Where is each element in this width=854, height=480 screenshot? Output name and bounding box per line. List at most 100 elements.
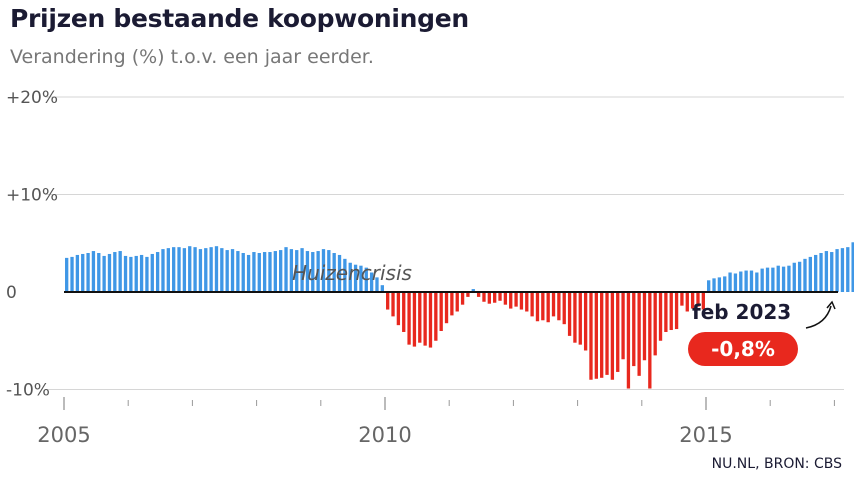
bar (535, 292, 540, 322)
bar (723, 276, 727, 292)
bar (129, 256, 133, 292)
bar (364, 267, 368, 293)
bar (252, 252, 256, 292)
bar (348, 262, 352, 292)
chart-title: Prijzen bestaande koopwoningen (10, 4, 469, 33)
bar (182, 248, 187, 293)
bar (279, 250, 283, 292)
bar (396, 292, 401, 326)
bar (525, 292, 529, 312)
bar (476, 292, 481, 297)
bar (840, 248, 845, 293)
bar (444, 292, 449, 324)
bar (161, 249, 165, 292)
bar (551, 292, 556, 317)
bar (846, 247, 850, 292)
bar (428, 292, 433, 348)
x-tick-label: 2010 (358, 423, 411, 447)
bar (412, 292, 417, 347)
bar (792, 262, 796, 292)
bar (65, 257, 69, 293)
bar (139, 254, 144, 292)
bar (487, 292, 491, 304)
bar (851, 242, 854, 292)
bar (696, 292, 700, 307)
bar (626, 292, 631, 389)
bar (771, 267, 775, 293)
bar (155, 252, 160, 292)
y-tick-label: 0 (6, 283, 17, 303)
bar (498, 292, 502, 301)
bar (546, 292, 550, 323)
bar (337, 254, 342, 292)
bar (760, 268, 764, 292)
bar (701, 292, 705, 310)
callout-value-badge: -0,8% (688, 332, 798, 366)
bar (658, 292, 663, 341)
bar (589, 292, 593, 380)
bar (460, 292, 465, 305)
bar (583, 292, 588, 351)
bar (530, 292, 534, 317)
y-tick-label: +10% (6, 186, 58, 206)
source-credit: NU.NL, BRON: CBS (711, 456, 842, 472)
bar (808, 256, 812, 292)
bar (567, 292, 572, 336)
bar (434, 292, 438, 341)
bar (214, 246, 219, 292)
bar (407, 292, 411, 345)
bar (262, 252, 267, 292)
bar (493, 292, 497, 303)
bar (257, 253, 261, 292)
bar (835, 249, 839, 292)
bar (300, 248, 304, 293)
bar (503, 292, 508, 305)
bar (123, 255, 128, 292)
bar (653, 292, 657, 356)
bar (781, 266, 786, 292)
bar (236, 251, 240, 292)
bar (733, 273, 738, 292)
bar (418, 292, 422, 343)
bar (739, 271, 743, 292)
bar (209, 247, 213, 292)
bar (102, 255, 106, 292)
chart-subtitle: Verandering (%) t.o.v. een jaar eerder. (10, 46, 374, 68)
bar (509, 292, 513, 309)
bar (600, 292, 604, 378)
bar (295, 250, 299, 292)
y-tick-label: -10% (6, 381, 50, 401)
bar (471, 289, 475, 292)
bar (268, 252, 272, 292)
bar (450, 292, 454, 316)
bar (557, 292, 561, 321)
bar (819, 253, 823, 292)
bar (690, 292, 695, 309)
bar (118, 251, 122, 292)
callout-connector (805, 305, 832, 329)
bar (134, 255, 138, 292)
bar (241, 253, 245, 292)
bar (230, 249, 235, 292)
bar (107, 253, 112, 292)
bar (311, 252, 315, 292)
bar (648, 292, 652, 389)
bar (327, 250, 331, 292)
bar (198, 249, 203, 292)
bar (803, 258, 807, 292)
bar (787, 265, 791, 292)
bar (664, 292, 668, 332)
bar (439, 292, 443, 331)
bar (225, 250, 229, 292)
bar (562, 292, 566, 325)
bar (610, 292, 615, 380)
bar (685, 292, 689, 312)
bar (514, 292, 518, 307)
bar (717, 277, 722, 293)
bar (830, 252, 834, 292)
bar (680, 292, 684, 306)
bar (744, 270, 748, 292)
bar (246, 254, 251, 292)
bar (455, 292, 459, 312)
